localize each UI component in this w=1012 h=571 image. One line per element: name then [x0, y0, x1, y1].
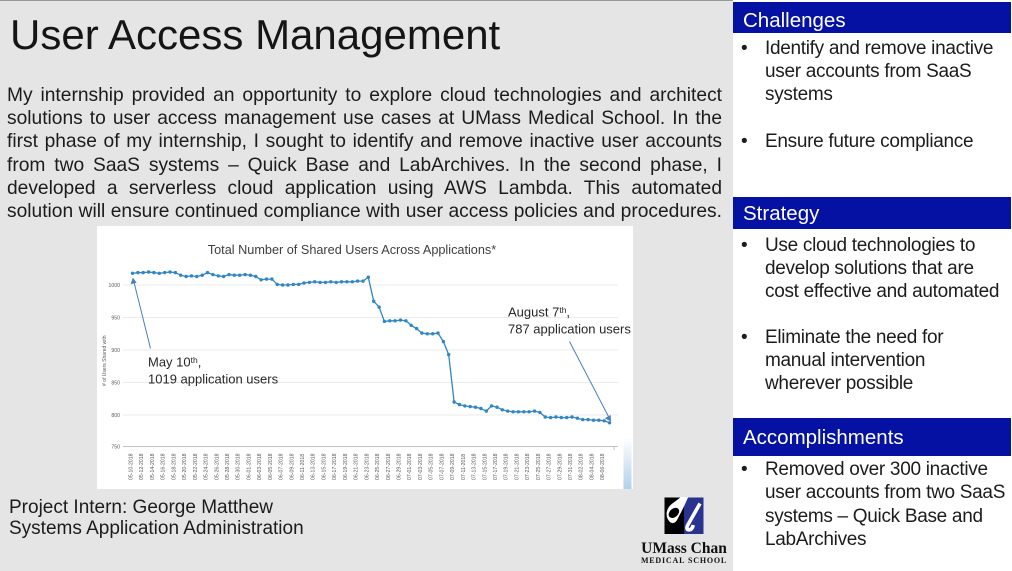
svg-text:750: 750	[111, 445, 120, 451]
svg-text:900: 900	[111, 348, 120, 354]
svg-text:06-03-2018: 06-03-2018	[257, 453, 263, 480]
svg-text:05-26-2018: 05-26-2018	[214, 453, 220, 480]
svg-text:07-25-2018: 07-25-2018	[536, 453, 542, 480]
svg-text:07-09-2018: 07-09-2018	[450, 453, 456, 480]
svg-text:06-01-2018: 06-01-2018	[246, 453, 252, 480]
svg-text:05-28-2018: 05-28-2018	[225, 453, 231, 480]
svg-text:06-25-2018: 06-25-2018	[375, 453, 381, 480]
svg-text:850: 850	[111, 381, 120, 387]
svg-text:05-18-2018: 05-18-2018	[171, 453, 177, 480]
svg-text:05-24-2018: 05-24-2018	[204, 453, 210, 480]
svg-text:07-19-2018: 07-19-2018	[504, 453, 510, 480]
svg-text:07-21-2018: 07-21-2018	[514, 453, 520, 480]
svg-text:07-29-2018: 07-29-2018	[557, 453, 563, 480]
svg-text:06-19-2018: 06-19-2018	[343, 453, 349, 480]
svg-text:800: 800	[111, 413, 120, 419]
svg-text:07-23-2018: 07-23-2018	[525, 453, 531, 480]
svg-text:06-21-2018: 06-21-2018	[354, 453, 360, 480]
svg-text:06-17-2018: 06-17-2018	[332, 453, 338, 480]
svg-text:07-05-2018: 07-05-2018	[429, 453, 435, 480]
svg-text:06-11-2018: 06-11-2018	[300, 454, 306, 480]
svg-text:07-15-2018: 07-15-2018	[482, 453, 488, 480]
svg-text:07-17-2018: 07-17-2018	[493, 453, 499, 480]
svg-text:06-09-2018: 06-09-2018	[289, 453, 295, 480]
svg-text:05-16-2018: 05-16-2018	[161, 453, 167, 480]
svg-text:07-03-2018: 07-03-2018	[418, 453, 424, 480]
svg-text:06-13-2018: 06-13-2018	[311, 453, 317, 480]
svg-text:07-01-2018: 07-01-2018	[407, 453, 413, 480]
svg-text:05-22-2018: 05-22-2018	[193, 453, 199, 480]
svg-text:08-06-2018: 08-06-2018	[600, 453, 606, 480]
svg-text:1000: 1000	[108, 283, 120, 289]
svg-text:05-20-2018: 05-20-2018	[182, 453, 188, 480]
svg-text:1019 application users: 1019 application users	[148, 372, 279, 387]
svg-text:May 10th,: May 10th,	[148, 355, 201, 370]
svg-text:950: 950	[111, 316, 120, 322]
svg-text:August 7th,: August 7th,	[508, 305, 570, 320]
svg-text:07-13-2018: 07-13-2018	[472, 453, 478, 480]
svg-text:07-27-2018: 07-27-2018	[547, 453, 553, 480]
svg-text:07-11-2018: 07-11-2018	[461, 454, 467, 480]
svg-text:07-31-2018: 07-31-2018	[568, 453, 574, 480]
svg-text:08-04-2018: 08-04-2018	[590, 453, 596, 480]
svg-text:05-30-2018: 05-30-2018	[236, 453, 242, 480]
svg-text:Total Number of Shared Users A: Total Number of Shared Users Across Appl…	[208, 243, 496, 257]
svg-text:08-02-2018: 08-02-2018	[579, 453, 585, 480]
svg-text:06-07-2018: 06-07-2018	[279, 453, 285, 480]
svg-text:05-14-2018: 05-14-2018	[150, 453, 156, 480]
svg-text:05-10-2018: 05-10-2018	[129, 453, 135, 480]
svg-text:# of Users Shared with: # of Users Shared with	[102, 335, 108, 386]
svg-text:06-27-2018: 06-27-2018	[386, 453, 392, 480]
svg-text:07-07-2018: 07-07-2018	[439, 453, 445, 480]
svg-text:787 application users: 787 application users	[508, 322, 631, 337]
svg-text:06-05-2018: 06-05-2018	[268, 453, 274, 480]
svg-text:06-29-2018: 06-29-2018	[397, 453, 403, 480]
svg-text:05-12-2018: 05-12-2018	[139, 453, 145, 480]
svg-text:06-15-2018: 06-15-2018	[322, 453, 328, 480]
svg-text:06-23-2018: 06-23-2018	[364, 453, 370, 480]
